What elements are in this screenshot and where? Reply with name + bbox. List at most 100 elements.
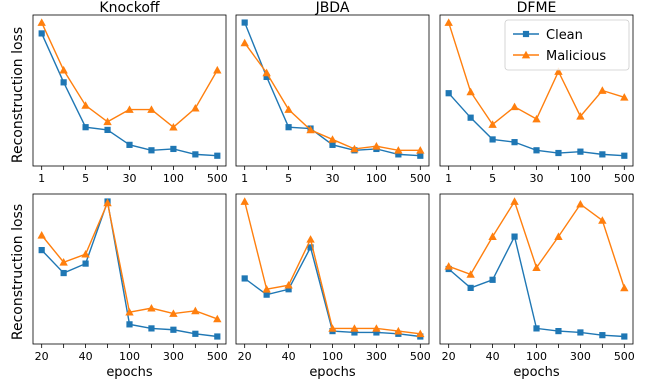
data-point-malicious bbox=[213, 65, 222, 74]
data-point-clean bbox=[621, 333, 628, 340]
x-tick-label: 500 bbox=[207, 350, 228, 363]
x-axis-label: epochs bbox=[513, 365, 560, 380]
data-point-clean bbox=[214, 333, 221, 340]
data-point-malicious bbox=[620, 93, 629, 101]
data-point-clean bbox=[467, 114, 474, 121]
x-tick-label: 5 bbox=[285, 172, 292, 185]
x-tick-label: 1 bbox=[241, 172, 248, 185]
panel-title: DFME bbox=[517, 0, 557, 16]
data-point-malicious bbox=[147, 303, 156, 312]
data-point-clean bbox=[467, 284, 474, 291]
series-line-clean bbox=[41, 33, 218, 157]
panel-1: Knockoff 1 5 30 100 500 bbox=[32, 0, 228, 185]
x-tick-label: 300 bbox=[366, 350, 387, 363]
series-line-malicious bbox=[244, 42, 421, 151]
data-point-clean bbox=[577, 329, 584, 336]
data-point-malicious bbox=[554, 232, 563, 240]
data-point-clean bbox=[82, 124, 89, 131]
series-line-clean bbox=[244, 245, 421, 338]
data-point-malicious bbox=[103, 117, 112, 126]
data-point-malicious bbox=[350, 144, 359, 153]
data-point-clean bbox=[373, 329, 380, 336]
data-point-clean bbox=[148, 325, 155, 332]
data-point-clean bbox=[126, 321, 133, 328]
x-tick-label: 100 bbox=[322, 350, 343, 363]
data-point-malicious bbox=[306, 125, 315, 134]
panel-4: 20 40 100 300 500 epochs bbox=[32, 193, 228, 380]
data-point-malicious bbox=[416, 146, 425, 154]
data-point-malicious bbox=[147, 105, 156, 113]
data-point-clean bbox=[351, 329, 358, 336]
data-point-malicious bbox=[59, 258, 68, 266]
panel-3: DFME 1 5 30 100 500 Clean Malicious bbox=[439, 0, 635, 185]
data-point-clean bbox=[38, 247, 45, 254]
data-point-malicious bbox=[262, 68, 271, 77]
data-point-malicious bbox=[532, 263, 541, 272]
data-point-malicious bbox=[328, 324, 337, 332]
x-tick-label: 500 bbox=[410, 172, 431, 185]
data-point-malicious bbox=[532, 114, 541, 123]
data-point-clean bbox=[170, 326, 177, 333]
legend-label: Malicious bbox=[546, 49, 606, 64]
data-point-malicious bbox=[103, 198, 112, 207]
data-point-malicious bbox=[576, 200, 585, 208]
data-point-malicious bbox=[488, 232, 497, 240]
data-point-clean bbox=[511, 233, 518, 240]
x-tick-label: 500 bbox=[410, 350, 431, 363]
ylabel-bottom: Reconstruction loss bbox=[10, 204, 26, 340]
panel-title: Knockoff bbox=[99, 0, 159, 16]
x-tick-label: 100 bbox=[366, 172, 387, 185]
ylabel-top: Reconstruction loss bbox=[10, 27, 26, 163]
x-tick-label: 500 bbox=[207, 172, 228, 185]
series-line-malicious bbox=[448, 199, 625, 289]
x-tick-label: 5 bbox=[82, 172, 89, 185]
series-line-clean bbox=[448, 92, 625, 157]
panel-2: JBDA 1 5 30 100 500 bbox=[235, 0, 431, 185]
data-point-malicious bbox=[394, 146, 403, 154]
x-tick-label: 20 bbox=[238, 350, 252, 363]
data-point-clean bbox=[214, 152, 221, 159]
data-point-malicious bbox=[328, 135, 337, 143]
panel-6: 20 40 100 300 500 epochs bbox=[439, 193, 635, 380]
data-point-malicious bbox=[59, 65, 68, 74]
x-tick-label: 40 bbox=[79, 350, 93, 363]
data-point-malicious bbox=[240, 197, 249, 205]
legend-label: Clean bbox=[546, 28, 583, 43]
data-point-clean bbox=[170, 145, 177, 153]
series-line-clean bbox=[448, 234, 625, 338]
data-point-malicious bbox=[554, 67, 563, 75]
data-point-malicious bbox=[510, 197, 519, 205]
data-point-malicious bbox=[240, 38, 249, 47]
data-point-clean bbox=[555, 328, 562, 335]
data-point-malicious bbox=[444, 18, 453, 26]
data-point-malicious bbox=[81, 101, 90, 109]
legend-marker-clean bbox=[522, 30, 530, 38]
data-point-clean bbox=[577, 148, 584, 155]
x-tick-label: 100 bbox=[119, 350, 140, 363]
data-point-clean bbox=[192, 330, 199, 337]
data-point-malicious bbox=[394, 326, 403, 335]
data-point-clean bbox=[417, 152, 424, 159]
series-line-malicious bbox=[41, 200, 218, 320]
x-tick-label: 100 bbox=[163, 172, 184, 185]
x-axis-label: epochs bbox=[106, 365, 153, 380]
x-tick-label: 40 bbox=[486, 350, 500, 363]
data-point-clean bbox=[533, 325, 540, 332]
legend-marker-malicious bbox=[521, 50, 531, 59]
data-point-clean bbox=[621, 152, 628, 159]
data-point-malicious bbox=[191, 306, 200, 315]
x-tick-label: 30 bbox=[530, 172, 544, 185]
data-point-malicious bbox=[510, 102, 519, 111]
data-point-clean bbox=[533, 147, 540, 154]
data-point-clean bbox=[263, 291, 270, 298]
x-tick-label: 500 bbox=[614, 350, 635, 363]
data-point-malicious bbox=[125, 308, 134, 316]
data-point-clean bbox=[395, 151, 402, 158]
data-point-malicious bbox=[213, 314, 222, 323]
data-point-malicious bbox=[466, 87, 475, 96]
data-point-malicious bbox=[262, 285, 271, 293]
data-point-clean bbox=[445, 90, 452, 97]
x-tick-label: 1 bbox=[445, 172, 452, 185]
legend-box bbox=[504, 19, 630, 71]
